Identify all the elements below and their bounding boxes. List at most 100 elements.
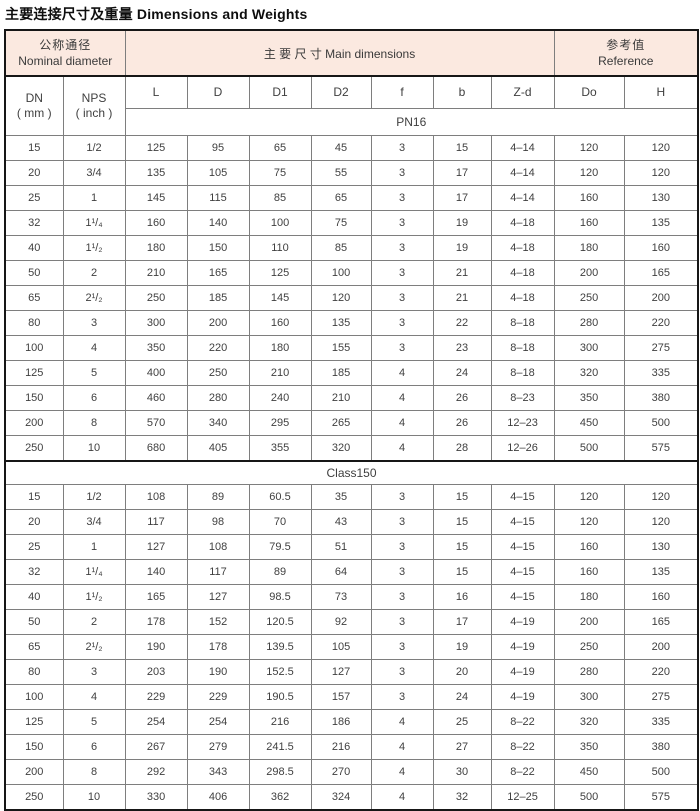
cell: 3 (370, 259, 434, 286)
cell: 120 (310, 284, 372, 311)
cell: 8–18 (490, 309, 555, 336)
cell: 120 (623, 484, 699, 510)
cell: 92 (310, 609, 372, 635)
cell: 165 (124, 584, 188, 610)
cell: 200 (186, 309, 250, 336)
table-row: 20 3/4 117 98 70 43 3 15 4–15 120 120 (4, 509, 699, 535)
cell: 75 (310, 209, 372, 236)
cell: 32 (4, 559, 64, 585)
cell: 120 (623, 509, 699, 535)
cell: 8–18 (490, 359, 555, 386)
cell: 4–19 (490, 634, 555, 660)
cell: 200 (623, 284, 699, 311)
cell: 17 (432, 184, 492, 211)
cell: 45 (310, 134, 372, 161)
cell: 115 (186, 184, 250, 211)
cell: 5 (62, 709, 126, 735)
cell: 125 (124, 134, 188, 161)
cell: 65 (248, 134, 312, 161)
cell: 110 (248, 234, 312, 261)
cell: 1 (62, 534, 126, 560)
cell: 500 (623, 759, 699, 785)
cell: 180 (553, 584, 625, 610)
cell: 75 (248, 159, 312, 186)
cell: 120 (553, 509, 625, 535)
cell: 12–23 (490, 409, 555, 436)
cell: 125 (248, 259, 312, 286)
cell: 125 (4, 709, 64, 735)
cell: 4–18 (490, 209, 555, 236)
cell: 405 (186, 434, 250, 461)
cell: 298.5 (248, 759, 312, 785)
section-band-class150: Class150 (4, 459, 699, 485)
cell: 3 (370, 484, 434, 510)
col-header-nps: NPS ( inch ) (62, 75, 126, 136)
cell: 292 (124, 759, 188, 785)
header-nominal-diameter-zh: 公称通径 (39, 38, 92, 52)
cell: 220 (186, 334, 250, 361)
cell: 105 (310, 634, 372, 660)
cell: 3 (370, 584, 434, 610)
cell: 25 (4, 184, 64, 211)
cell: 570 (124, 409, 188, 436)
cell: 24 (432, 684, 492, 710)
cell: 152 (186, 609, 250, 635)
cell: 190 (186, 659, 250, 685)
table-row: 125 5 254 254 216 186 4 25 8–22 320 335 (4, 709, 699, 735)
cell: 120 (553, 134, 625, 161)
cell: 185 (310, 359, 372, 386)
cell: 15 (432, 534, 492, 560)
cell: 108 (186, 534, 250, 560)
cell: 10 (62, 434, 126, 461)
cell: 178 (124, 609, 188, 635)
table-row: 200 8 570 340 295 265 4 26 12–23 450 500 (4, 409, 699, 436)
cell: 450 (553, 409, 625, 436)
cell: 300 (553, 334, 625, 361)
cell: 210 (124, 259, 188, 286)
table-row: 50 2 178 152 120.5 92 3 17 4–19 200 165 (4, 609, 699, 635)
cell: 1¹/₄ (62, 559, 126, 585)
cell: 26 (432, 384, 492, 411)
cell: 8 (62, 759, 126, 785)
cell: 165 (623, 609, 699, 635)
cell: 4–14 (490, 184, 555, 211)
header-reference-en: Reference (598, 54, 654, 68)
cell: 145 (124, 184, 188, 211)
header-main-dimensions: 主 要 尺 寸 Main dimensions (124, 29, 555, 77)
cell: 4–15 (490, 584, 555, 610)
cell: 120 (553, 484, 625, 510)
cell: 100 (248, 209, 312, 236)
cell: 3 (370, 659, 434, 685)
cell: 280 (553, 659, 625, 685)
cell: 270 (310, 759, 372, 785)
table-row: 100 4 229 229 190.5 157 3 24 4–19 300 275 (4, 684, 699, 710)
cell: 203 (124, 659, 188, 685)
cell: 160 (553, 184, 625, 211)
table-row: 150 6 267 279 241.5 216 4 27 8–22 350 380 (4, 734, 699, 760)
cell: 40 (4, 584, 64, 610)
cell: 89 (186, 484, 250, 510)
cell: 15 (432, 484, 492, 510)
cell: 24 (432, 359, 492, 386)
cell: 4 (62, 684, 126, 710)
cell: 140 (124, 559, 188, 585)
cell: 3 (370, 309, 434, 336)
cell: 130 (623, 534, 699, 560)
cell: 85 (248, 184, 312, 211)
cell: 100 (310, 259, 372, 286)
cell: 127 (124, 534, 188, 560)
cell: 3 (370, 209, 434, 236)
header-reference-zh: 参考值 (606, 38, 646, 52)
cell: 108 (124, 484, 188, 510)
cell: 127 (186, 584, 250, 610)
cell: 8–22 (490, 709, 555, 735)
tbody-class150: 15 1/2 108 89 60.5 35 3 15 4–15 120 120 20 3/4 117 98 7… (4, 484, 699, 811)
cell: 1 (62, 184, 126, 211)
col-header-f: f (370, 75, 434, 109)
cell: 19 (432, 634, 492, 660)
table-row: 80 3 300 200 160 135 3 22 8–18 280 220 (4, 309, 699, 336)
table-row: 25 1 127 108 79.5 51 3 15 4–15 160 130 (4, 534, 699, 560)
cell: 26 (432, 409, 492, 436)
cell: 135 (623, 209, 699, 236)
cell: 4 (370, 384, 434, 411)
